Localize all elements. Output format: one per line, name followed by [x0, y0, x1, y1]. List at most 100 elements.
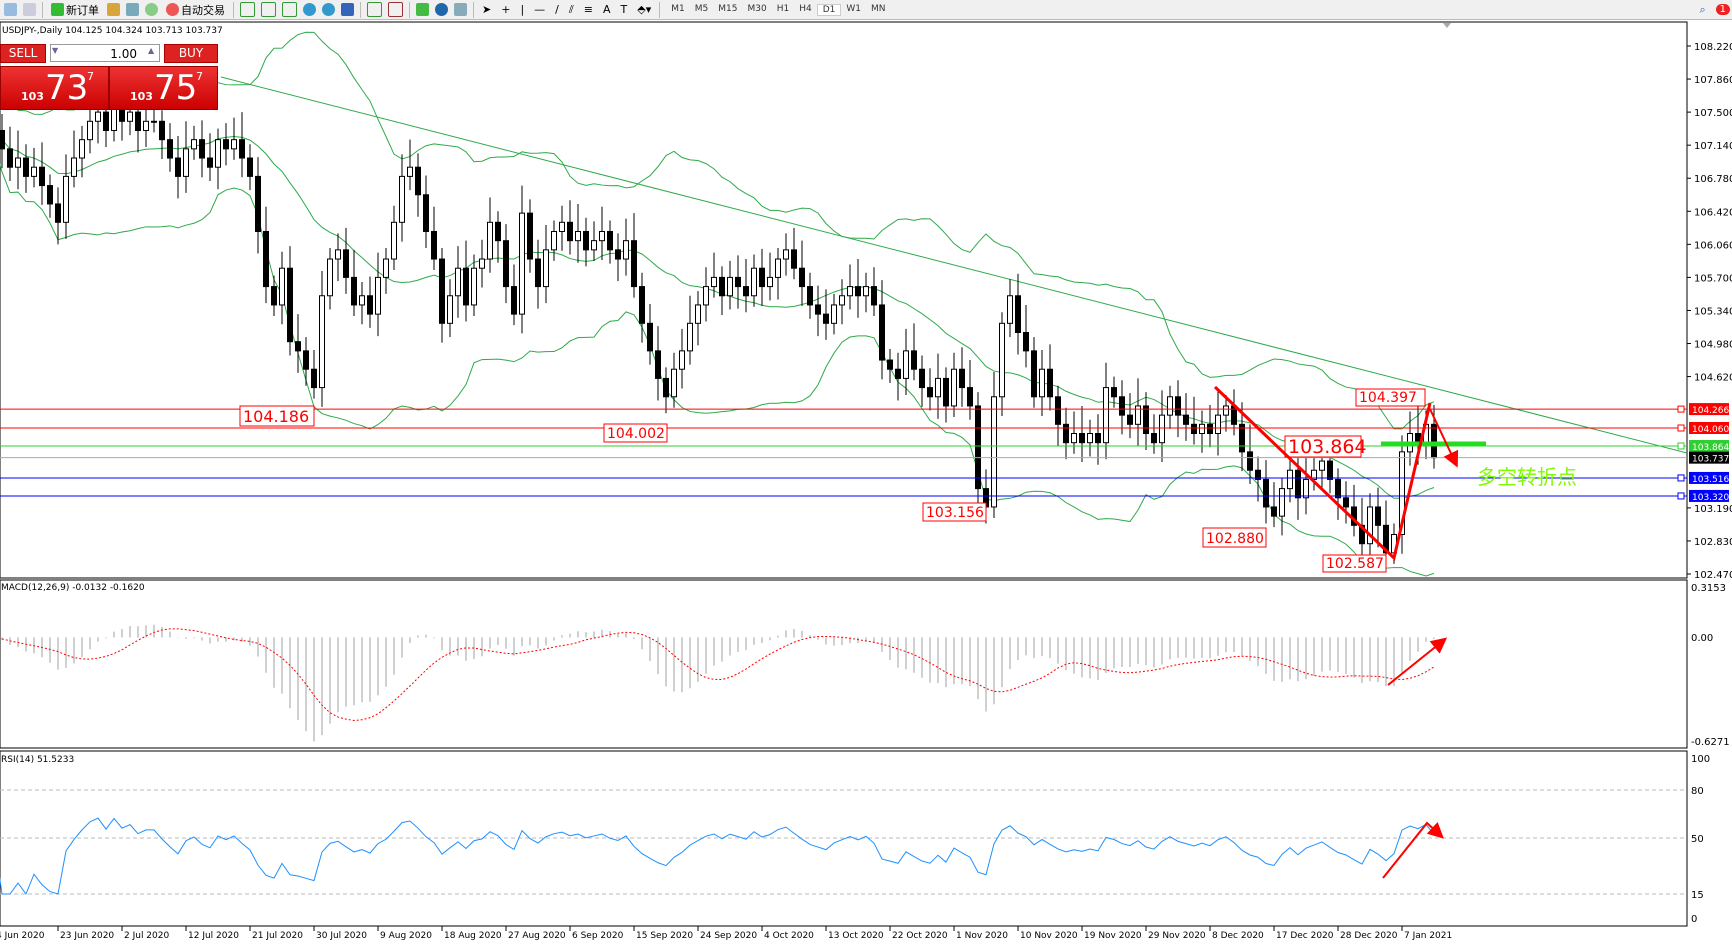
bullish-candle — [375, 276, 381, 315]
separator — [473, 1, 474, 18]
auto-trading-icon — [166, 3, 179, 16]
lot-size-input[interactable]: 1.00 — [50, 44, 160, 62]
timeframe-d1[interactable]: D1 — [816, 3, 842, 16]
vertical-line-icon[interactable]: | — [520, 3, 525, 16]
bearish-candle — [1183, 414, 1189, 425]
bullish-candle — [903, 350, 909, 379]
sell-price-button[interactable]: 103 73 7 — [0, 66, 109, 110]
arrows-icon[interactable]: ⬘▾ — [637, 3, 652, 16]
horizontal-line-icon[interactable]: — — [534, 3, 546, 16]
bullish-candle — [1399, 451, 1405, 536]
sell-button[interactable]: SELL — [0, 44, 46, 63]
alerts-button[interactable]: 1 — [1714, 4, 1732, 15]
equidistant-channel-icon[interactable]: ⫽ — [568, 2, 574, 16]
bearish-candle — [1063, 423, 1069, 444]
bearish-candle — [287, 267, 293, 343]
lot-increase-icon[interactable]: ▲ — [148, 46, 155, 55]
bearish-candle — [303, 350, 309, 370]
trendline — [220, 76, 1688, 454]
date-label: 8 Dec 2020 — [1212, 931, 1264, 941]
new-order-button[interactable]: 新订单 — [49, 2, 101, 18]
bullish-candle — [1103, 387, 1109, 444]
text-icon[interactable]: A — [603, 3, 611, 16]
bearish-candle — [7, 148, 13, 168]
bullish-candle — [775, 258, 781, 278]
separator — [42, 1, 43, 18]
periods-icon[interactable] — [435, 3, 448, 16]
rsi-label: RSI(14) 51.5233 — [1, 755, 75, 765]
bullish-candle — [487, 221, 493, 260]
bullish-candle — [847, 286, 853, 297]
bearish-candle — [263, 230, 269, 288]
candlestick-icon[interactable] — [261, 2, 276, 17]
bearish-candle — [743, 286, 749, 297]
bullish-candle — [863, 286, 869, 297]
templates-icon[interactable] — [454, 3, 467, 16]
bearish-candle — [1207, 423, 1213, 435]
timeframe-mn[interactable]: MN — [870, 3, 886, 14]
bullish-candle — [479, 258, 485, 269]
bearish-candle — [791, 249, 797, 269]
market-watch-icon[interactable] — [126, 3, 139, 16]
fibonacci-icon[interactable]: ≡ — [583, 3, 593, 16]
bearish-candle — [1359, 524, 1365, 545]
bar-chart-icon[interactable] — [240, 2, 255, 17]
price-tick-label: 107.860 — [1694, 75, 1732, 86]
chart-icon[interactable] — [4, 3, 17, 16]
timeframe-m1[interactable]: M1 — [671, 3, 685, 14]
chart-header: USDJPY-,Daily 104.125 104.324 103.713 10… — [2, 26, 223, 36]
trendline-icon[interactable]: / — [555, 3, 559, 16]
alerts-badge: 1 — [1715, 4, 1730, 15]
cursor-icon[interactable]: ➤ — [482, 3, 492, 16]
lot-decrease-icon[interactable]: ▼ — [52, 46, 59, 55]
timeframe-m15[interactable]: M15 — [718, 3, 738, 14]
date-label: 28 Dec 2020 — [1340, 931, 1398, 941]
bullish-candle — [1311, 469, 1317, 480]
bearish-candle — [271, 286, 277, 306]
zoom-in-icon[interactable] — [303, 3, 316, 16]
bullish-candle — [695, 304, 701, 324]
timeframe-m30[interactable]: M30 — [747, 3, 767, 14]
price-line-tag — [1689, 403, 1729, 416]
macd-panel — [0, 579, 1688, 749]
date-label: 17 Dec 2020 — [1276, 931, 1334, 941]
bullish-candle — [335, 249, 341, 260]
bearish-candle — [887, 359, 893, 370]
bearish-candle — [911, 350, 917, 370]
timeframe-h1[interactable]: H1 — [776, 3, 790, 14]
zoom-icon[interactable] — [23, 3, 36, 16]
bullish-candle — [215, 139, 221, 168]
signal-icon[interactable] — [145, 3, 158, 16]
line-chart-icon[interactable] — [282, 2, 297, 17]
indicators-icon[interactable] — [416, 3, 429, 16]
autoscroll-icon[interactable] — [367, 2, 382, 17]
date-label: 22 Oct 2020 — [892, 931, 948, 941]
search-icon[interactable]: ⌕ — [1699, 2, 1706, 16]
bullish-candle — [551, 230, 557, 251]
bearish-candle — [1247, 451, 1253, 471]
bullish-candle — [183, 148, 189, 177]
bearish-candle — [103, 111, 109, 131]
metaeditor-icon[interactable] — [107, 3, 120, 16]
bullish-candle — [471, 267, 477, 306]
date-label: 13 Oct 2020 — [828, 931, 884, 941]
price-line-label: 103.864 — [1692, 443, 1729, 453]
auto-trading-button[interactable]: 自动交易 — [164, 2, 227, 18]
buy-price-button[interactable]: 103 75 7 — [109, 66, 218, 110]
crosshair-icon[interactable]: + — [501, 3, 511, 16]
bearish-candle — [943, 377, 949, 407]
tile-windows-icon[interactable] — [341, 3, 354, 16]
bullish-candle — [383, 258, 389, 278]
chart-shift-icon[interactable] — [388, 2, 403, 17]
buy-button[interactable]: BUY — [164, 44, 218, 63]
price-line-label: 104.060 — [1692, 425, 1729, 435]
timeframe-w1[interactable]: W1 — [846, 3, 861, 14]
text-label-icon[interactable]: T — [620, 3, 628, 16]
zoom-out-icon[interactable] — [322, 3, 335, 16]
bearish-candle — [1271, 506, 1277, 517]
price-tick-label: 107.140 — [1694, 141, 1732, 152]
timeframe-h4[interactable]: H4 — [799, 3, 812, 14]
bearish-candle — [423, 194, 429, 232]
timeframe-m5[interactable]: M5 — [694, 3, 709, 14]
